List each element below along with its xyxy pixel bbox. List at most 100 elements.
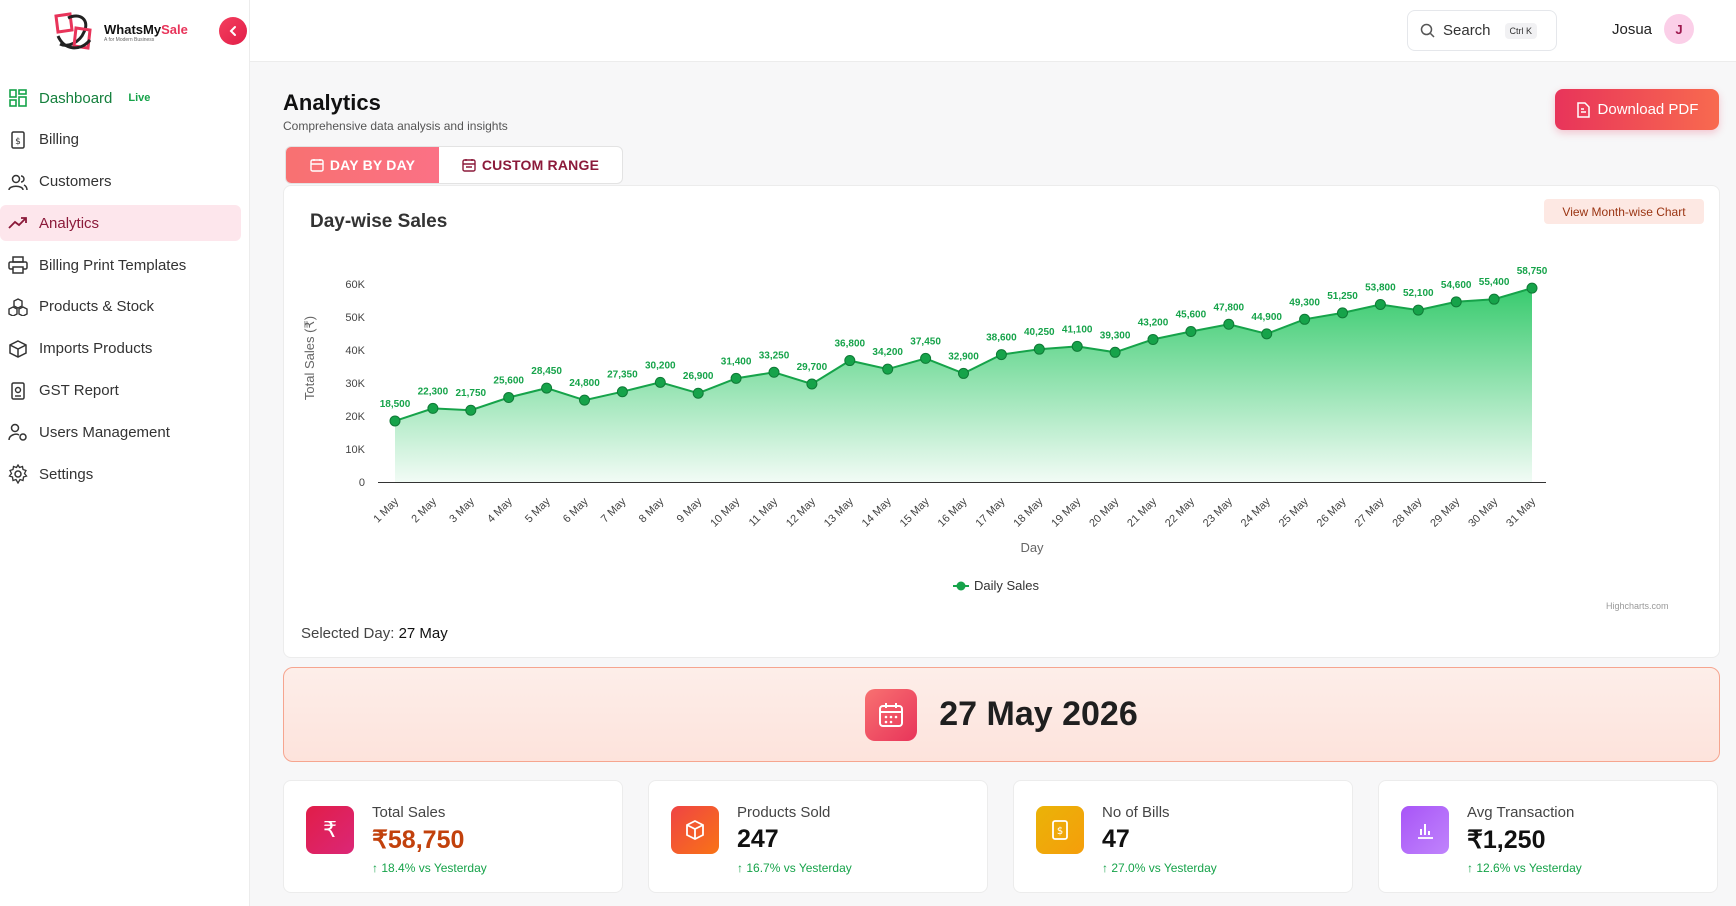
download-pdf-label: Download PDF — [1597, 101, 1699, 118]
stat-value: ₹58,750 — [372, 826, 465, 854]
sidebar-item-label: Products & Stock — [39, 298, 155, 316]
download-pdf-button[interactable]: Download PDF — [1555, 89, 1719, 130]
data-label: 28,450 — [531, 366, 562, 377]
stat-value: 47 — [1102, 825, 1130, 853]
user-name: Josua — [1612, 20, 1653, 38]
data-point[interactable] — [427, 402, 439, 414]
chart-credits[interactable]: Highcharts.com — [1606, 601, 1669, 611]
data-point[interactable] — [692, 387, 704, 399]
data-point[interactable] — [806, 378, 818, 390]
sidebar-item-users-management[interactable]: Users Management — [0, 414, 241, 450]
data-point[interactable] — [1488, 293, 1500, 305]
data-point[interactable] — [844, 355, 856, 367]
sidebar-item-label: Dashboard — [39, 89, 113, 107]
data-label: 22,300 — [418, 386, 449, 397]
data-point[interactable] — [882, 363, 894, 375]
data-label: 49,300 — [1289, 297, 1320, 308]
sidebar-item-customers[interactable]: Customers — [0, 164, 241, 200]
data-label: 51,250 — [1327, 291, 1358, 302]
avatar: J — [1664, 14, 1695, 44]
sales-chart[interactable]: 0 10K 20K 30K 40K 50K 60K 18,500 22,300 21,750 25… — [284, 186, 1721, 659]
data-point[interactable] — [465, 404, 477, 416]
data-label: 54,600 — [1441, 280, 1472, 291]
sidebar-item-label: Customers — [39, 173, 112, 191]
search-label: Search — [1443, 22, 1491, 39]
selected-day-label: Selected Day: — [301, 625, 395, 642]
search-button[interactable]: Search Ctrl K — [1407, 10, 1557, 51]
legend-marker — [956, 581, 966, 591]
printer-icon — [8, 255, 28, 275]
sidebar-item-billing-print-templates[interactable]: Billing Print Templates — [0, 247, 241, 283]
file-pdf-icon — [1576, 101, 1590, 118]
data-point[interactable] — [1185, 326, 1197, 338]
data-point[interactable] — [768, 366, 780, 378]
tab-day-by-day[interactable]: DAY BY DAY — [286, 147, 439, 183]
data-point[interactable] — [730, 372, 742, 384]
x-tick-label: 19 May — [1049, 495, 1083, 529]
data-point[interactable] — [1299, 313, 1311, 325]
tab-label: DAY BY DAY — [329, 157, 416, 173]
grid-icon — [8, 88, 28, 108]
selected-day-value: 27 May — [398, 625, 448, 642]
data-point[interactable] — [579, 394, 590, 406]
view-month-wise-button[interactable]: View Month-wise Chart — [1544, 199, 1704, 224]
data-point[interactable] — [1147, 333, 1159, 345]
data-point[interactable] — [541, 382, 553, 394]
x-tick-label: 1 May — [371, 495, 401, 525]
data-label: 32,900 — [948, 351, 979, 362]
data-point[interactable] — [1450, 296, 1462, 308]
data-point[interactable] — [1071, 340, 1083, 352]
data-point[interactable] — [1337, 307, 1348, 319]
y-tick-label: 50K — [345, 312, 365, 324]
x-tick-label: 5 May — [523, 495, 553, 525]
user-menu[interactable]: Josua J — [1612, 14, 1695, 44]
data-point[interactable] — [1412, 304, 1424, 316]
sidebar-item-billing[interactable]: $ Billing — [0, 122, 241, 158]
sidebar-item-dashboard[interactable]: Dashboard Live — [0, 80, 241, 116]
sidebar-item-gst-report[interactable]: GST Report — [0, 373, 241, 409]
sidebar-item-products-stock[interactable]: Products & Stock — [0, 289, 241, 325]
data-point[interactable] — [1033, 343, 1045, 355]
sidebar-item-imports-products[interactable]: Imports Products — [0, 331, 241, 367]
boxes-icon — [8, 297, 28, 317]
data-point[interactable] — [1109, 346, 1121, 358]
gear-icon — [8, 464, 28, 485]
data-label: 25,600 — [493, 376, 524, 387]
user-cog-icon — [8, 422, 28, 442]
stat-change: ↑ 18.4% vs Yesterday — [372, 861, 487, 875]
data-point[interactable] — [503, 392, 515, 404]
data-point[interactable] — [995, 349, 1007, 361]
data-point[interactable] — [1374, 298, 1386, 310]
package-icon — [8, 339, 28, 359]
collapse-sidebar-button[interactable] — [219, 17, 247, 45]
x-tick-label: 8 May — [637, 495, 667, 525]
y-tick-label: 60K — [345, 279, 365, 291]
sidebar-item-label: GST Report — [39, 382, 119, 400]
data-point[interactable] — [920, 352, 932, 364]
stat-card-avg-transaction: Avg Transaction ₹1,250 ↑ 12.6% vs Yester… — [1378, 780, 1718, 893]
view-tabs: DAY BY DAY CUSTOM RANGE — [285, 146, 623, 184]
chart-legend[interactable]: Daily Sales — [953, 578, 1040, 593]
data-label: 30,200 — [645, 360, 676, 371]
sidebar-item-settings[interactable]: Settings — [0, 456, 241, 492]
data-point[interactable] — [1223, 318, 1235, 330]
logo-name: WhatsMySale — [104, 21, 188, 37]
data-point[interactable] — [616, 386, 628, 398]
x-tick-label: 21 May — [1125, 495, 1159, 529]
app-logo[interactable]: WhatsMySale A for Modern Business — [50, 8, 190, 56]
data-point[interactable] — [389, 415, 401, 427]
data-point[interactable] — [958, 367, 969, 379]
data-point[interactable] — [1526, 282, 1538, 294]
x-tick-label: 20 May — [1087, 495, 1121, 529]
data-point[interactable] — [654, 376, 666, 388]
svg-text:$: $ — [15, 137, 21, 147]
x-tick-label: 6 May — [561, 495, 591, 525]
data-point[interactable] — [1261, 328, 1273, 340]
data-label: 34,200 — [872, 347, 903, 358]
chart-title: Day-wise Sales — [310, 211, 448, 232]
sidebar-item-analytics[interactable]: Analytics — [0, 205, 241, 242]
tab-custom-range[interactable]: CUSTOM RANGE — [439, 147, 622, 183]
banner-date: 27 May 2026 — [939, 695, 1138, 733]
stat-label: Products Sold — [737, 804, 831, 821]
calendar-icon — [865, 688, 918, 741]
